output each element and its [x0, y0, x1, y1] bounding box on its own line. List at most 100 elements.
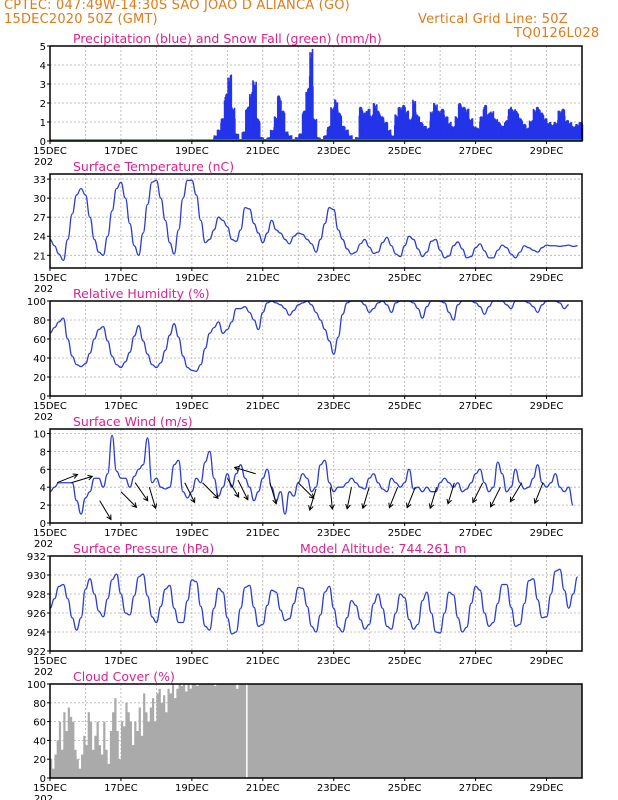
x-tick-label: 25DEC [388, 401, 422, 412]
x-tick-label: 29DEC [530, 273, 564, 284]
panel-frame [49, 683, 583, 779]
y-tick-label: 27 [33, 213, 46, 224]
wind-arrowhead [106, 514, 112, 521]
series-line [49, 434, 574, 515]
x-tick-label: 19DEC [175, 656, 209, 667]
y-tick-label: 60 [33, 335, 46, 346]
x-tick-label: 29DEC [530, 783, 564, 794]
wind-arrowhead [213, 493, 219, 500]
wind-arrowhead [243, 494, 249, 501]
wind-arrowhead [446, 498, 452, 505]
precip-bar [255, 81, 257, 141]
wind-arrow [202, 482, 219, 499]
x-year-label: 202 [34, 539, 53, 550]
series-line [49, 179, 578, 262]
series-line [49, 568, 579, 635]
x-tick-label: 23DEC [317, 783, 351, 794]
header-grid-line: Vertical Grid Line: 50Z [418, 12, 568, 27]
panel-frame [49, 555, 583, 652]
y-tick-label: 100 [27, 680, 46, 691]
y-tick-label: 40 [33, 354, 46, 365]
x-tick-label: 25DEC [388, 528, 422, 539]
precip-bar [315, 118, 318, 141]
wind-arrowhead [509, 496, 515, 503]
wind-arrow [309, 488, 317, 511]
x-tick-label: 21DEC [246, 528, 280, 539]
cloud-area [50, 684, 582, 778]
wind-arrow [237, 479, 249, 500]
wind-arrowhead [72, 473, 79, 479]
panel-4: 922 924 926 928 930 932 15DEC 17DEC 19DEC 21DEC 23… [27, 541, 583, 678]
panel-3: 0 2 4 6 8 10 15DEC 17DEC 19DEC 21DEC 23DEC 25DEC 27D… [33, 414, 583, 550]
wind-arrowhead [190, 497, 196, 504]
wind-arrow [406, 487, 416, 508]
x-tick-label: 15DEC [33, 401, 67, 412]
header-run-time: 15DEC2020 50Z (GMT) [4, 12, 158, 27]
y-tick-label: 40 [33, 736, 46, 747]
x-tick-label: 23DEC [317, 273, 351, 284]
x-tick-label: 19DEC [175, 783, 209, 794]
x-year-label: 202 [34, 412, 53, 423]
y-tick-label: 2 [40, 501, 46, 512]
x-tick-label: 23DEC [317, 401, 351, 412]
x-tick-label: 27DEC [459, 401, 493, 412]
x-year-label: 202 [34, 794, 53, 800]
panel-2: 0 20 40 60 80 100 15DEC 17DEC 19DEC 21DEC 23DEC 25D… [27, 286, 583, 423]
x-tick-label: 21DEC [246, 783, 280, 794]
wind-arrow [472, 482, 484, 503]
y-tick-label: 33 [33, 175, 46, 186]
x-tick-label: 17DEC [104, 401, 138, 412]
wind-arrowhead [361, 503, 367, 510]
wind-arrowhead [87, 474, 94, 481]
y-tick-label: 20 [33, 373, 46, 384]
wind-arrow [329, 487, 333, 510]
panel-title: Cloud Cover (%) [73, 669, 175, 684]
x-tick-label: 27DEC [459, 146, 493, 157]
x-tick-label: 21DEC [246, 273, 280, 284]
x-tick-label: 17DEC [104, 273, 138, 284]
wind-arrowhead [272, 498, 278, 505]
wind-arrow [184, 482, 196, 503]
y-tick-label: 926 [27, 609, 46, 620]
wind-arrowhead [131, 502, 138, 508]
wind-arrowhead [489, 501, 495, 508]
wind-arrow [362, 487, 370, 509]
x-year-label: 202 [34, 157, 53, 168]
panel-title: Surface Temperature (nC) [73, 159, 234, 174]
wind-arrow [234, 466, 256, 475]
wind-arrow [447, 482, 455, 504]
wind-arrow [71, 475, 93, 484]
precip-bar [351, 135, 353, 141]
header-model-id: TQ0126L028 [514, 26, 600, 41]
y-tick-label: 24 [33, 232, 46, 243]
panel-frame [49, 45, 583, 142]
x-tick-label: 21DEC [246, 401, 280, 412]
x-tick-label: 19DEC [175, 528, 209, 539]
precip-bar [234, 118, 236, 141]
y-tick-label: 4 [40, 61, 46, 72]
precip-bar [258, 122, 261, 141]
y-tick-label: 21 [33, 251, 46, 262]
x-tick-label: 17DEC [104, 783, 138, 794]
x-tick-label: 15DEC [33, 528, 67, 539]
wind-arrow [534, 482, 544, 504]
panel-5: 0 20 40 60 80 100 15DEC 17DEC 19DEC 21DEC 23DEC 25D… [27, 669, 583, 800]
x-tick-label: 25DEC [388, 656, 422, 667]
wind-arrowhead [234, 492, 240, 498]
x-tick-label: 15DEC [33, 273, 67, 284]
x-tick-label: 23DEC [317, 146, 351, 157]
y-tick-label: 922 [27, 647, 46, 658]
y-tick-label: 3 [40, 80, 46, 91]
wind-arrow [148, 487, 157, 509]
y-tick-label: 0 [40, 774, 46, 785]
x-tick-label: 29DEC [530, 401, 564, 412]
y-tick-label: 60 [33, 718, 46, 729]
x-tick-label: 29DEC [530, 528, 564, 539]
x-tick-label: 19DEC [175, 146, 209, 157]
wind-arrow [226, 477, 240, 498]
y-tick-label: 6 [40, 465, 46, 476]
panel-frame [49, 428, 583, 524]
wind-arrowhead [533, 498, 539, 505]
wind-arrowhead [151, 503, 158, 510]
y-tick-label: 932 [27, 552, 46, 563]
